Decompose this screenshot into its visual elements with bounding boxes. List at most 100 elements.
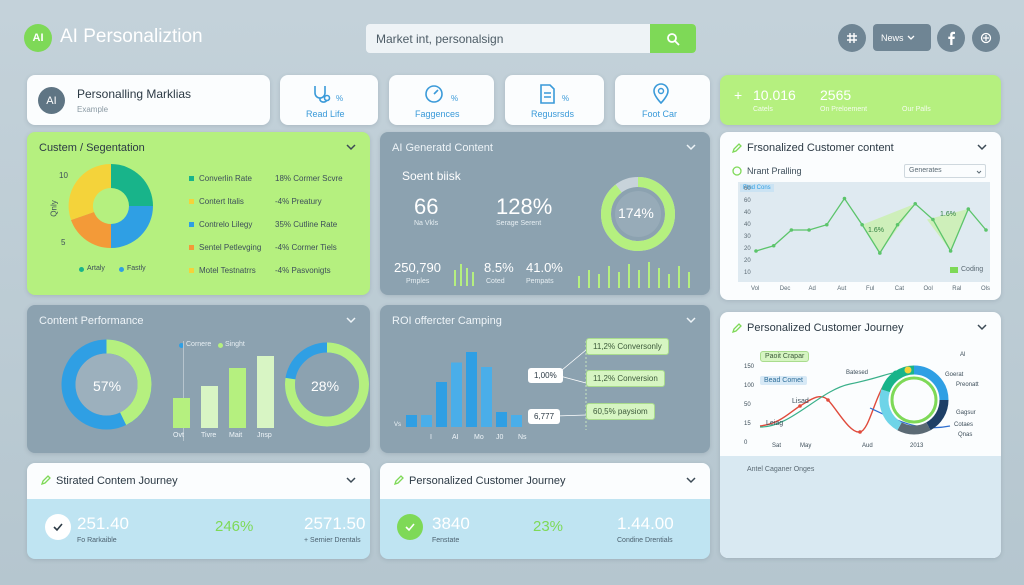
metric-label: Fo Rarkaible — [77, 537, 117, 544]
metric-label: Serage Serent — [496, 220, 542, 227]
footer-label: Antel Caganer Onges — [747, 466, 815, 473]
chevron-down-icon[interactable] — [684, 313, 698, 327]
edit-icon — [394, 475, 404, 485]
chevron-down-icon[interactable] — [344, 140, 358, 154]
donut-hole — [896, 382, 932, 418]
donut-value: 28% — [311, 378, 340, 394]
segmentation-card[interactable]: Custem / Segentation 10 5 Qnly Artaly Fa… — [27, 132, 370, 295]
quick-card-foot-car[interactable]: Foot Car — [615, 75, 710, 125]
line-label: Lisad — [792, 398, 809, 405]
share-button[interactable] — [972, 24, 1000, 52]
quick-card-faggences[interactable]: % Faggences — [389, 75, 494, 125]
connector — [555, 414, 587, 417]
donut-inner-ring — [890, 376, 938, 424]
chevron-down-icon[interactable] — [684, 140, 698, 154]
metric-value: 250,790 — [394, 260, 441, 275]
stirated-journey-card[interactable]: Stirated Contem Journey 251.40 Fo Rarkai… — [27, 463, 370, 559]
chevron-down-icon[interactable] — [344, 313, 358, 327]
profile-title: Personalling Marklias — [77, 87, 192, 101]
content-performance-card[interactable]: Content Performance Cornere Singht 57% O… — [27, 305, 370, 453]
card-title: Content Performance — [39, 315, 144, 327]
journey-footer — [720, 456, 1001, 558]
series-line — [869, 407, 951, 429]
y-tick-label: 20 — [744, 258, 751, 264]
ai-generated-card[interactable]: AI Generatd Content Soent biisk 66 Na Vk… — [380, 132, 710, 295]
quick-card-read-life[interactable]: % Read Life — [280, 75, 378, 125]
hash-button[interactable] — [838, 24, 866, 52]
perf-bar — [229, 368, 246, 428]
legend-swatch — [189, 199, 194, 204]
x-tick-label: Ols — [981, 286, 990, 292]
donut-value: 57% — [93, 378, 122, 394]
x-tick-label: 2013 — [910, 443, 924, 449]
chevron-down-icon[interactable] — [975, 320, 989, 334]
x-tick-label: Mait — [229, 432, 243, 439]
donut-segment — [926, 399, 949, 431]
stat-b-value: 2565 — [820, 87, 852, 103]
y-tick: 10 — [59, 171, 68, 180]
segment-value: 18% Cormer Scvre — [275, 174, 343, 183]
x-tick-label: Aut — [837, 286, 846, 292]
x-tick-label: Tivre — [201, 432, 217, 439]
donut-segment — [897, 422, 931, 435]
data-point — [892, 370, 900, 378]
generates-select[interactable]: Generates — [904, 164, 986, 178]
donut-segment — [913, 365, 949, 401]
chevron-down-icon[interactable] — [684, 473, 698, 487]
card-title: Custem / Segentation — [39, 142, 145, 154]
donut-value: 174% — [618, 205, 654, 221]
profile-card[interactable]: AI Personalling Marklias Example — [27, 75, 270, 125]
legend-swatch — [189, 245, 194, 250]
edit-icon — [41, 475, 51, 485]
roi-card[interactable]: ROI offercter Camping Vs I AI Mo J0 Ns 1,00% … — [380, 305, 710, 453]
data-point — [842, 196, 847, 201]
news-dropdown[interactable]: News — [873, 24, 931, 51]
stats-banner[interactable]: + 10.016 Catels 2565 On Preloement Our P… — [720, 75, 1001, 125]
data-point — [904, 366, 912, 374]
y-tick-label: 60 — [744, 186, 751, 192]
callout: 6,777 — [528, 409, 561, 424]
conversion-pill: 11,2% Conversonly — [586, 338, 669, 355]
metric-title: Soent biisk — [402, 169, 461, 183]
segment-name: Sentel Petlevging — [199, 243, 262, 252]
y-axis-label: Qnly — [49, 200, 59, 217]
conversion-pill: 60,5% paysiom — [586, 403, 655, 420]
quick-label: Read Life — [306, 109, 345, 119]
card-header — [380, 463, 710, 499]
x-tick-label: Ad — [809, 286, 816, 292]
facebook-button[interactable] — [937, 24, 965, 52]
peak-label: 1.6% — [868, 227, 884, 234]
search-bar[interactable] — [366, 24, 696, 53]
y-tick-label: 10 — [744, 270, 751, 276]
data-point — [798, 404, 802, 408]
chevron-down-icon — [976, 170, 982, 174]
perf-bar — [257, 356, 274, 428]
y-axis-label: Vs — [394, 422, 401, 428]
app-logo[interactable]: AI — [24, 24, 52, 52]
x-tick-label: Jnsp — [257, 432, 272, 439]
quick-card-regusrsds[interactable]: % Regusrsds — [505, 75, 604, 125]
search-input[interactable] — [366, 24, 650, 53]
quick-pct: % — [451, 94, 459, 103]
performance-donut-left — [61, 339, 152, 430]
chevron-down-icon[interactable] — [344, 473, 358, 487]
area-triangle — [926, 209, 969, 251]
y-tick-label: 0 — [744, 440, 748, 446]
metric-label: Coted — [486, 278, 505, 285]
legend-label: Goerat — [945, 372, 964, 378]
stat-a-value: 10.016 — [753, 87, 796, 103]
customer-content-card[interactable]: Frsonalized Customer content Nrant Prall… — [720, 132, 1001, 300]
metric-value: 3840 — [432, 514, 470, 533]
x-tick-label: Vol — [751, 286, 759, 292]
profile-subtitle: Example — [77, 105, 109, 114]
x-tick-label: Sat — [772, 443, 781, 449]
edit-icon — [732, 143, 742, 153]
search-button[interactable] — [650, 24, 696, 53]
bottom-journey-card[interactable]: Personalized Customer Journey 3840 Fenst… — [380, 463, 710, 559]
chevron-down-icon[interactable] — [975, 140, 989, 154]
segment-name: Contrelo Lilegy — [199, 220, 253, 229]
x-tick-label: Ool — [924, 286, 933, 292]
customer-journey-card[interactable]: Personalized Customer Journey Antel Caga… — [720, 312, 1001, 558]
location-pin-icon — [653, 83, 669, 104]
